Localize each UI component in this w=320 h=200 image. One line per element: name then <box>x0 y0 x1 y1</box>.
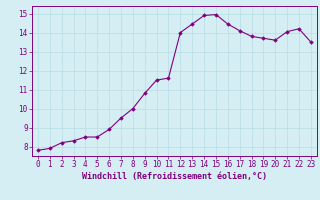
X-axis label: Windchill (Refroidissement éolien,°C): Windchill (Refroidissement éolien,°C) <box>82 172 267 181</box>
